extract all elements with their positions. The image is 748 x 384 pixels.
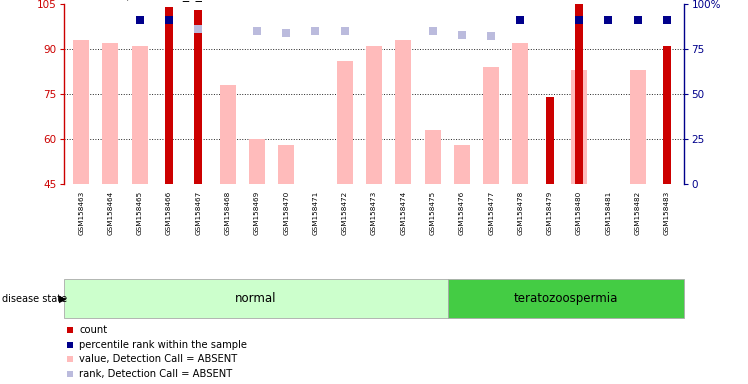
Text: GSM158472: GSM158472 [342,191,348,235]
Bar [395,40,411,184]
Point [631,17,643,23]
Bar [545,97,554,184]
Text: count: count [79,326,107,336]
Text: percentile rank within the sample: percentile rank within the sample [79,340,247,350]
Text: GSM158469: GSM158469 [254,191,260,235]
Text: GSM158471: GSM158471 [313,191,319,235]
Text: rank, Detection Call = ABSENT: rank, Detection Call = ABSENT [79,369,233,379]
Text: GSM158480: GSM158480 [576,191,582,235]
Bar [448,279,684,318]
Bar [278,145,294,184]
Text: GSM158468: GSM158468 [224,191,230,235]
Text: GSM158464: GSM158464 [108,191,114,235]
Point [426,28,438,34]
Bar [454,145,470,184]
Text: GSM158478: GSM158478 [518,191,524,235]
Text: GSM158475: GSM158475 [429,191,435,235]
Text: GSM158474: GSM158474 [400,191,406,235]
Text: GSM158473: GSM158473 [371,191,377,235]
Text: disease state: disease state [2,293,67,304]
Text: ▶: ▶ [59,293,67,304]
Bar [132,46,148,184]
Text: GSM158466: GSM158466 [166,191,172,235]
Text: GSM158477: GSM158477 [488,191,494,235]
Bar [630,70,646,184]
Bar [366,46,382,184]
Point [310,28,322,34]
Text: teratozoospermia: teratozoospermia [514,292,619,305]
Point [485,33,497,40]
Point [163,17,175,23]
Text: GSM158481: GSM158481 [605,191,611,235]
Text: GSM158479: GSM158479 [547,191,553,235]
Text: normal: normal [235,292,277,305]
Point [602,17,614,23]
Point [424,123,436,129]
Bar [64,279,448,318]
Point [134,17,146,23]
Bar [165,7,173,184]
Bar [571,70,587,184]
Text: GSM158465: GSM158465 [137,191,143,235]
Bar [219,85,236,184]
Bar [337,61,353,184]
Point [192,26,204,32]
Text: value, Detection Call = ABSENT: value, Detection Call = ABSENT [79,354,237,364]
Point [661,17,673,23]
Bar [663,46,671,184]
Point [280,30,292,36]
Text: GSM158483: GSM158483 [663,191,670,235]
Text: GSM158463: GSM158463 [78,191,85,235]
Bar [73,40,89,184]
Point [251,28,263,34]
Text: GSM158470: GSM158470 [283,191,289,235]
Text: GSM158476: GSM158476 [459,191,465,235]
Bar [575,4,583,184]
Text: GDS2697 / 221080_s_at: GDS2697 / 221080_s_at [64,0,214,1]
Point [339,28,351,34]
Bar [102,43,118,184]
Bar [483,67,499,184]
Bar [425,130,441,184]
Point [515,17,527,23]
Point [424,253,436,260]
Bar [512,43,529,184]
Bar [249,139,265,184]
Text: GSM158467: GSM158467 [195,191,201,235]
Point [573,17,585,23]
Bar [194,10,203,184]
Point [456,31,468,38]
Text: GSM158482: GSM158482 [634,191,640,235]
